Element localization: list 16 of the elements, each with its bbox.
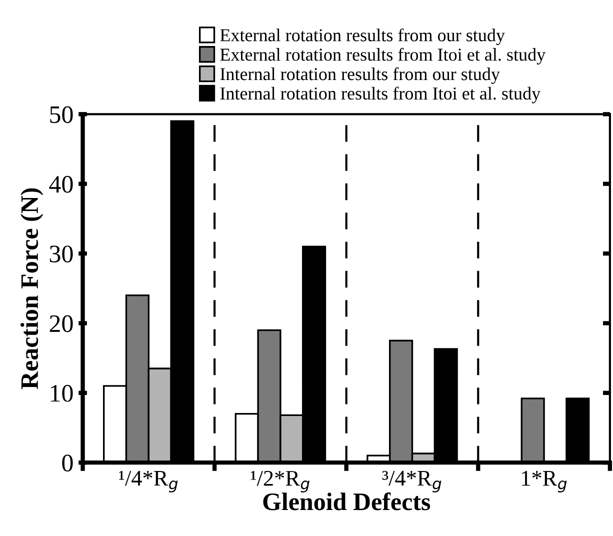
x-tick-label: 1*R$_{g}$ <box>522 470 567 492</box>
legend-label: Internal rotation results from Itoi et al. study <box>220 86 541 104</box>
x-axis-title: Glenoid Defects <box>263 492 430 510</box>
legend-label: External rotation results from Itoi et al. study <box>220 48 546 64</box>
legend-label: Internal rotation results from our study <box>220 67 500 84</box>
y-axis-title: Reaction Force (N) <box>20 188 44 390</box>
x-tick-label: ¹/4*R$_{g}$ <box>119 470 178 492</box>
y-tick-label: 20 <box>50 315 73 332</box>
y-tick-label: 30 <box>50 246 73 262</box>
x-tick-label: ³/4*R$_{g}$ <box>382 470 442 492</box>
y-tick-label: 10 <box>50 384 73 402</box>
x-tick-label: ¹/2*R$_{g}$ <box>250 470 310 492</box>
legend-label: External rotation results from our study <box>220 28 505 46</box>
y-tick-label: 40 <box>49 176 73 193</box>
y-tick-label: 50 <box>50 106 73 124</box>
y-tick-label: 0 <box>62 454 73 472</box>
